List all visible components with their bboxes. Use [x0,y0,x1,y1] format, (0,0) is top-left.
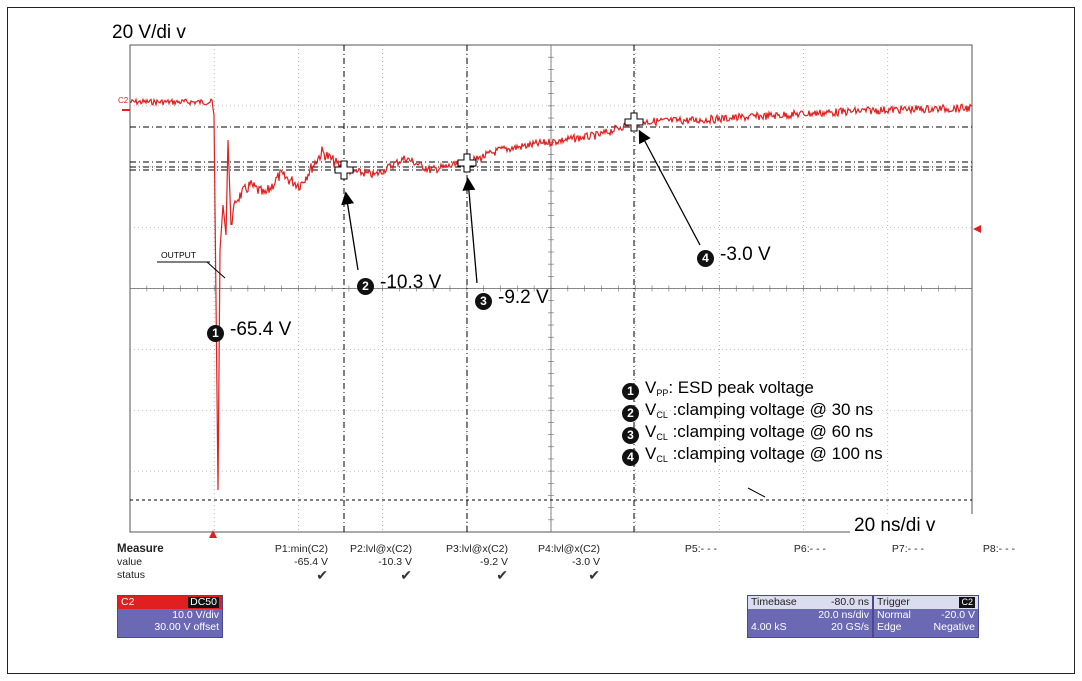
measure-row-label-status: status [117,569,146,581]
number-4-icon: 4 [622,449,639,466]
timebase-samples: 4.00 kS [751,621,787,633]
annotation-2-text: -10.3 V [380,272,442,293]
coupling-badge: DC50 [188,596,219,608]
output-label-pointer [206,261,226,279]
legend-item-4: 4 VCL :clamping voltage @ 100 ns [622,444,883,466]
trigger-mode: Normal [877,609,911,621]
status-check-icon: ✔ [496,567,508,583]
annotation-1-text: -65.4 V [230,319,292,340]
horizontal-scale-label: 20 ns/di v [854,515,936,536]
measurement-cross-marker [334,160,354,180]
output-label: OUTPUT [161,250,196,260]
trigger-type: Edge [877,621,902,633]
measure-col-value: -3.0 V [571,556,600,568]
trigger-type-row: Edge Negative [874,621,978,633]
measure-col-name: P8:- - - [982,543,1015,555]
timebase-title: Timebase [751,596,797,608]
channel-c2-header: C2 DC50 [118,596,222,609]
annotation-3-text: -9.2 V [498,287,549,308]
timebase-header: Timebase -80.0 ns [748,596,872,609]
trigger-panel[interactable]: Trigger C2 Normal -20.0 V Edge Negative [873,595,979,638]
measure-col-value: -9.2 V [479,556,508,568]
annotation-1: 1 -65.4 V [207,319,291,342]
measurement-markers [334,112,644,180]
figure-frame [7,7,1075,674]
annotation-4-text: -3.0 V [720,244,771,265]
measure-col-name: P4:lvl@x(C2) [537,543,600,555]
status-check-icon: ✔ [400,567,412,583]
measure-row-label-value: value [117,556,143,568]
timebase-per-div: 20.0 ns/div [818,609,869,621]
horizontal-scale-label-bg [850,514,976,540]
legend-item-3: 3 VCL :clamping voltage @ 60 ns [622,422,883,444]
number-3-icon: 3 [475,293,492,310]
number-4-icon: 4 [697,250,714,267]
measure-col-name: P3:lvl@x(C2) [445,543,508,555]
measure-col-value: -10.3 V [378,556,412,568]
annotation-arrow [638,129,701,246]
channel-name: C2 [121,596,135,608]
timebase-samples-row: 4.00 kS 20 GS/s [748,621,872,633]
measure-col-name: P5:- - - [684,543,717,555]
graticule-grid [129,44,973,533]
annotation-2: 2 -10.3 V [357,272,441,295]
measure-col-name: P1:min(C2) [274,543,328,555]
measure-header: Measure [117,543,164,555]
annotation-arrow [462,177,478,284]
channel-offset: 30.00 V offset [154,621,219,633]
waveform-trace-c2 [129,97,973,491]
channel-c2-panel[interactable]: C2 DC50 10.0 V/div 30.00 V offset [117,595,223,638]
legend: 1 VPP: ESD peak voltage 2 VCL :clamping vo… [622,378,883,466]
timebase-delay: -80.0 ns [831,596,869,608]
trigger-header: Trigger C2 [874,596,978,609]
measure-col-name: P2:lvl@x(C2) [349,543,412,555]
trigger-level: -20.0 V [941,609,975,621]
min-level-pointer [747,487,766,498]
annotation-arrow [341,191,359,271]
trigger-channel-badge: C2 [959,597,975,608]
trigger-title: Trigger [877,596,910,608]
trigger-position-marker [209,530,217,538]
legend-item-1: 1 VPP: ESD peak voltage [622,378,883,400]
channel-marker: C2 [118,96,129,105]
measure-col-name: P6:- - - [793,543,826,555]
trigger-mode-row: Normal -20.0 V [874,609,978,621]
number-1-icon: 1 [207,325,224,342]
status-check-icon: ✔ [316,567,328,583]
annotation-3: 3 -9.2 V [475,287,549,310]
status-check-icon: ✔ [588,567,600,583]
number-2-icon: 2 [622,405,639,422]
number-2-icon: 2 [357,278,374,295]
measure-col-value: -65.4 V [294,556,328,568]
trigger-slope: Negative [933,621,975,633]
measure-col-name: P7:- - - [891,543,924,555]
number-3-icon: 3 [622,427,639,444]
timebase-rate: 20 GS/s [831,621,869,633]
measurement-cross-marker [457,153,477,173]
annotation-arrows [341,129,701,284]
legend-item-2: 2 VCL :clamping voltage @ 30 ns [622,400,883,422]
trigger-level-marker [973,225,981,233]
channel-scale: 10.0 V/div [172,609,219,621]
number-1-icon: 1 [622,383,639,400]
vertical-scale-label: 20 V/di v [112,22,186,43]
timebase-panel[interactable]: Timebase -80.0 ns 20.0 ns/div 4.00 kS 20… [747,595,873,638]
annotation-4: 4 -3.0 V [697,244,771,267]
measurement-cross-marker [624,112,644,132]
